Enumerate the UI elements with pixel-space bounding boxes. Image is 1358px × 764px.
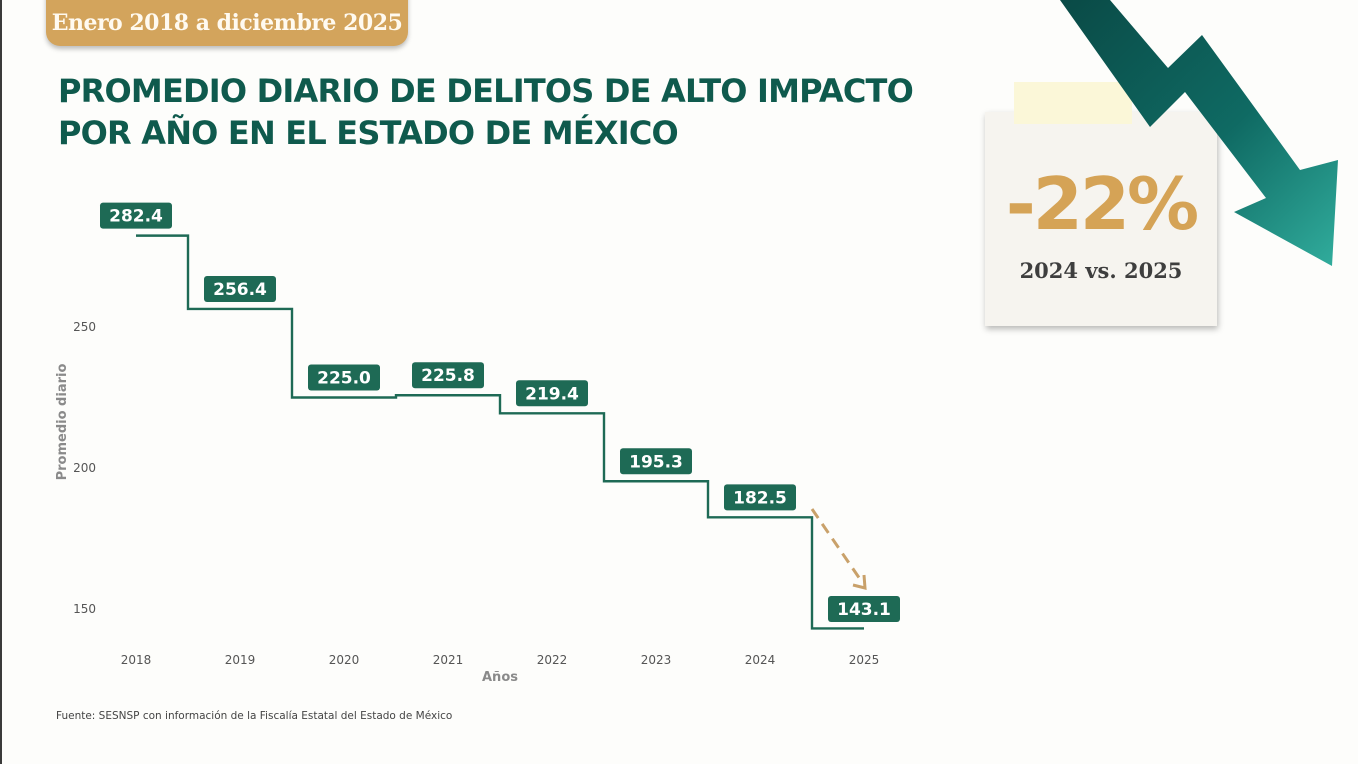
title-line-2: POR AÑO EN EL ESTADO DE MÉXICO: [58, 114, 679, 152]
percent-change: -22%: [1005, 162, 1199, 246]
down-trend-arrow-icon: [1060, 0, 1338, 266]
value-label-text: 195.3: [629, 452, 683, 472]
value-label: 225.0: [308, 364, 380, 391]
value-label: 182.5: [724, 484, 796, 511]
value-label: 225.8: [412, 362, 484, 389]
comparison-label: 2024 vs. 2025: [1019, 258, 1183, 283]
value-label: 143.1: [828, 596, 900, 622]
value-labels: 282.4 256.4 225.0 225.8 219.4 195.3 182.5 143.1: [100, 202, 900, 622]
window-edge: [0, 0, 2, 764]
x-tick-label: 2024: [745, 653, 776, 667]
value-label-text: 282.4: [109, 207, 163, 227]
value-label-box: [828, 596, 900, 622]
value-label-box: [204, 275, 276, 302]
value-label-text: 225.8: [421, 366, 475, 386]
value-label-box: [724, 484, 796, 511]
x-tick-label: 2023: [641, 653, 672, 667]
x-tick-label: 2022: [537, 653, 568, 667]
source-note: Fuente: SESNSP con información de la Fis…: [56, 710, 453, 722]
x-axis-label: Años: [482, 670, 518, 685]
value-label-text: 256.4: [213, 280, 267, 300]
value-label-text: 143.1: [837, 600, 891, 620]
page-title: PROMEDIO DIARIO DE DELITOS DE ALTO IMPAC…: [58, 70, 914, 154]
value-label-text: 219.4: [525, 384, 579, 404]
value-label-text: 182.5: [733, 488, 787, 508]
value-label-box: [620, 448, 692, 475]
x-tick-label: 2018: [121, 653, 152, 667]
value-label-box: [100, 202, 172, 229]
y-axis-label: Promedio diario: [55, 364, 70, 481]
x-tick-label: 2021: [433, 653, 464, 667]
value-label-box: [308, 364, 380, 391]
y-tick-label: 150: [73, 602, 96, 616]
tape: [1014, 82, 1132, 124]
value-label: 195.3: [620, 448, 692, 475]
x-axis: 2018 2019 2020 2021 2022 2023 2024 2025: [121, 653, 880, 667]
trend-dashed-arrow: [810, 508, 867, 590]
value-label-box: [516, 380, 588, 407]
title-line-1: PROMEDIO DIARIO DE DELITOS DE ALTO IMPAC…: [58, 72, 914, 110]
value-label-text: 225.0: [317, 369, 371, 389]
sticky-note: [985, 112, 1217, 326]
value-label: 282.4: [100, 202, 172, 229]
y-axis: 150 200 250: [73, 320, 96, 616]
y-tick-label: 200: [73, 461, 96, 475]
date-range-badge: Enero 2018 a diciembre 2025: [46, 0, 408, 46]
value-label-box: [412, 362, 484, 389]
y-tick-label: 250: [73, 320, 96, 334]
x-tick-label: 2025: [849, 653, 880, 667]
value-label: 219.4: [516, 380, 588, 407]
x-tick-label: 2019: [225, 653, 256, 667]
step-series-line: [136, 234, 864, 630]
x-tick-label: 2020: [329, 653, 360, 667]
value-label: 256.4: [204, 275, 276, 302]
